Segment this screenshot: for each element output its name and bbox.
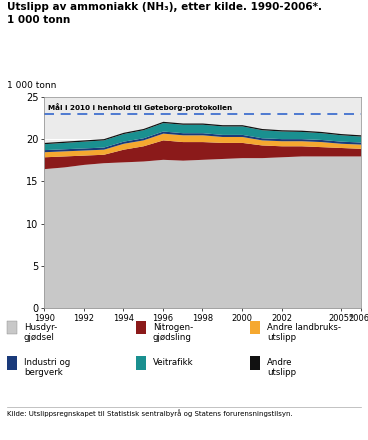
Text: 1 000 tonn: 1 000 tonn [7, 15, 71, 26]
Text: Nitrogen-
gjødsling: Nitrogen- gjødsling [153, 323, 193, 342]
Text: Andre landbruks-
utslipp: Andre landbruks- utslipp [267, 323, 341, 342]
Text: Utslipp av ammoniakk (NH₃), etter kilde. 1990-2006*.: Utslipp av ammoniakk (NH₃), etter kilde.… [7, 2, 322, 12]
Text: Industri og
bergverk: Industri og bergverk [24, 358, 70, 377]
Text: Kilde: Utslippsregnskapet til Statistisk sentralbyrå og Statens forurensningstil: Kilde: Utslippsregnskapet til Statistisk… [7, 409, 293, 417]
Text: Mål i 2010 i henhold til Gøteborg-protokollen: Mål i 2010 i henhold til Gøteborg-protok… [48, 103, 232, 111]
Text: Andre
utslipp: Andre utslipp [267, 358, 296, 377]
Text: Husdyr-
gjødsel: Husdyr- gjødsel [24, 323, 57, 342]
Text: 1 000 tonn: 1 000 tonn [7, 81, 57, 90]
Text: Veitrafikk: Veitrafikk [153, 358, 193, 367]
